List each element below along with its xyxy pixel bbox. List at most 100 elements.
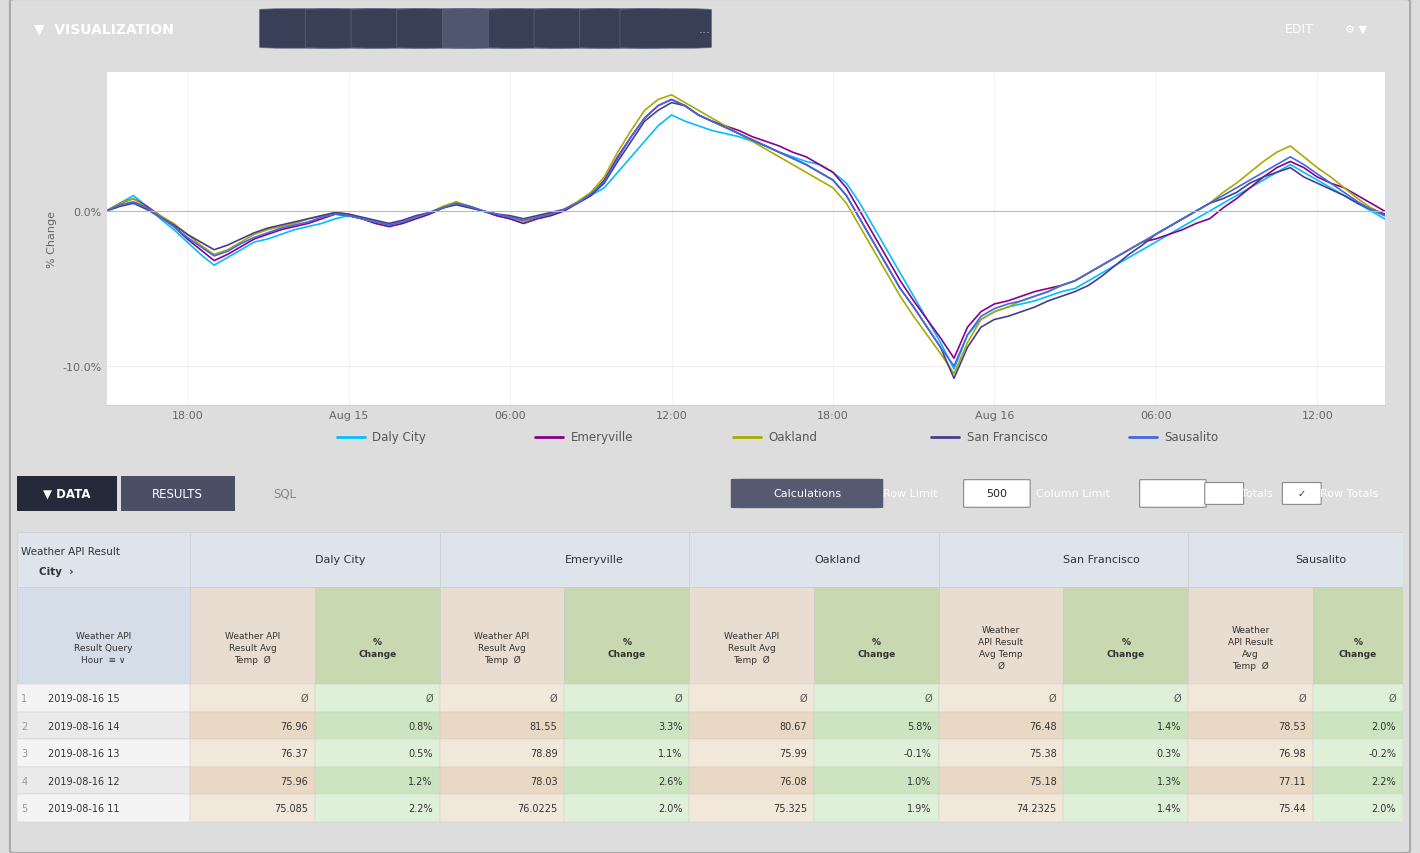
Line: Oakland: Oakland xyxy=(106,96,1384,374)
Bar xyxy=(939,712,1064,740)
Daly City xyxy=(98,206,115,217)
Text: ▼ DATA: ▼ DATA xyxy=(43,487,91,501)
Bar xyxy=(1064,685,1189,712)
Emeryville xyxy=(663,96,680,106)
Oakland xyxy=(663,90,680,101)
Text: 2.6%: 2.6% xyxy=(657,775,682,786)
Emeryville xyxy=(1376,206,1393,217)
Text: Oakland: Oakland xyxy=(814,554,861,565)
Sausalito xyxy=(462,202,479,212)
Text: Ø: Ø xyxy=(924,693,932,704)
Text: EDIT: EDIT xyxy=(1285,23,1314,36)
Text: 2019-08-16 15: 2019-08-16 15 xyxy=(47,693,119,704)
San Francisco xyxy=(98,206,115,217)
Oakland xyxy=(273,222,290,232)
Text: 500: 500 xyxy=(987,489,1007,499)
Text: ...: ... xyxy=(699,23,711,36)
Bar xyxy=(1189,532,1403,587)
San Francisco xyxy=(663,98,680,108)
Line: Daly City: Daly City xyxy=(106,116,1384,369)
Bar xyxy=(814,794,939,822)
San Francisco xyxy=(798,160,815,171)
FancyBboxPatch shape xyxy=(305,9,396,49)
Sausalito xyxy=(663,96,680,106)
San Francisco xyxy=(757,142,774,152)
Bar xyxy=(1064,767,1189,794)
San Francisco xyxy=(273,221,290,231)
Oakland xyxy=(798,168,815,178)
Sausalito xyxy=(1376,212,1393,222)
Text: ✓: ✓ xyxy=(1298,489,1306,499)
Text: Totals: Totals xyxy=(1241,489,1272,499)
Text: 3: 3 xyxy=(21,748,27,758)
Text: 78.03: 78.03 xyxy=(530,775,558,786)
Text: -0.1%: -0.1% xyxy=(905,748,932,758)
Text: 78.89: 78.89 xyxy=(530,748,558,758)
Text: Ø: Ø xyxy=(799,693,807,704)
San Francisco xyxy=(946,374,963,384)
Bar xyxy=(1314,587,1403,708)
Text: San Francisco: San Francisco xyxy=(967,431,1048,444)
Bar xyxy=(689,767,814,794)
Sausalito xyxy=(273,223,290,234)
Text: 76.48: 76.48 xyxy=(1030,721,1056,731)
Daly City xyxy=(798,157,815,167)
Bar xyxy=(17,767,190,794)
Daly City xyxy=(649,121,666,131)
Text: 0.3%: 0.3% xyxy=(1157,748,1181,758)
Bar xyxy=(939,794,1064,822)
Text: Emeryville: Emeryville xyxy=(565,554,623,565)
Text: %
Change: % Change xyxy=(858,637,896,658)
Emeryville xyxy=(946,354,963,364)
Text: Row Limit: Row Limit xyxy=(883,489,937,499)
Oakland xyxy=(98,206,115,217)
Text: 2.2%: 2.2% xyxy=(408,804,433,813)
Text: Ø: Ø xyxy=(1389,693,1396,704)
Sausalito xyxy=(757,142,774,152)
Text: Ø: Ø xyxy=(1298,693,1306,704)
Bar xyxy=(689,740,814,767)
Bar xyxy=(565,794,689,822)
Daly City xyxy=(1295,168,1312,178)
Bar xyxy=(440,740,565,767)
Text: Weather
API Result
Avg
Temp  Ø: Weather API Result Avg Temp Ø xyxy=(1228,625,1274,670)
Bar xyxy=(1189,587,1314,708)
FancyBboxPatch shape xyxy=(1140,480,1206,508)
Text: 2019-08-16 14: 2019-08-16 14 xyxy=(47,721,119,731)
Bar xyxy=(939,587,1064,708)
Bar xyxy=(1064,740,1189,767)
Bar xyxy=(17,740,190,767)
Bar xyxy=(121,476,234,512)
Text: 1: 1 xyxy=(21,693,27,704)
Text: 80.67: 80.67 xyxy=(780,721,807,731)
Text: Weather API Result: Weather API Result xyxy=(21,546,121,556)
Text: Weather API
Result Avg
Temp  Ø: Weather API Result Avg Temp Ø xyxy=(474,631,530,664)
Bar xyxy=(440,767,565,794)
Bar xyxy=(689,685,814,712)
Bar xyxy=(440,685,565,712)
Bar xyxy=(1314,740,1403,767)
Oakland xyxy=(462,202,479,212)
Text: 3.3%: 3.3% xyxy=(657,721,682,731)
Bar xyxy=(440,712,565,740)
Text: %
Change: % Change xyxy=(608,637,646,658)
Text: 75.44: 75.44 xyxy=(1278,804,1306,813)
Text: 75.085: 75.085 xyxy=(274,804,308,813)
Text: 2019-08-16 11: 2019-08-16 11 xyxy=(47,804,119,813)
Bar xyxy=(1064,587,1189,708)
Text: Weather API
Result Query
Hour  ≡ ∨: Weather API Result Query Hour ≡ ∨ xyxy=(74,631,133,664)
Bar xyxy=(315,587,440,708)
Text: 1.0%: 1.0% xyxy=(907,775,932,786)
Text: 2019-08-16 12: 2019-08-16 12 xyxy=(47,775,119,786)
Sausalito xyxy=(798,160,815,171)
Text: 76.08: 76.08 xyxy=(780,775,807,786)
Bar xyxy=(1064,794,1189,822)
Daly City xyxy=(663,111,680,121)
Bar xyxy=(814,767,939,794)
Bar xyxy=(315,794,440,822)
Bar xyxy=(190,685,315,712)
FancyBboxPatch shape xyxy=(621,9,711,49)
Text: 78.53: 78.53 xyxy=(1278,721,1306,731)
Oakland xyxy=(649,96,666,106)
Text: 0.5%: 0.5% xyxy=(409,748,433,758)
